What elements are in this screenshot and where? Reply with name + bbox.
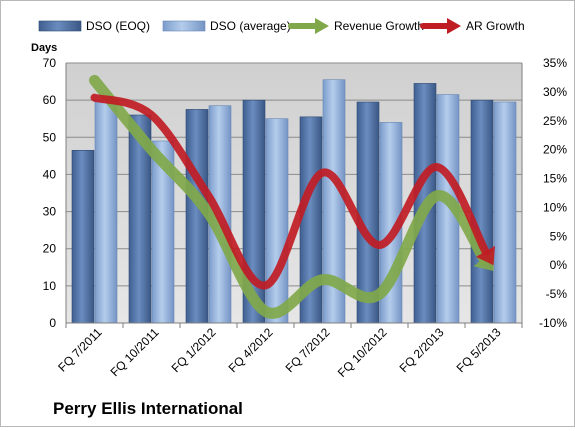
legend-dso-average-label: DSO (average) <box>210 19 291 33</box>
legend-dso-average-swatch <box>162 20 206 32</box>
x-tick-label: FQ 2/2013 <box>397 325 447 375</box>
legend-revenue-growth-arrowhead <box>315 18 329 34</box>
y-tick-label: 60 <box>43 93 57 107</box>
y-tick-label: 10 <box>43 279 57 293</box>
company-name: Perry Ellis International <box>53 399 243 418</box>
y2-tick-label: 25% <box>543 114 567 128</box>
x-tick-label: FQ 1/2012 <box>169 325 219 375</box>
y2-tick-label: 0% <box>550 258 568 272</box>
y2-tick-label: 35% <box>543 56 567 70</box>
y2-tick-label: 5% <box>550 229 568 243</box>
ar-growth-arrowhead <box>475 245 495 266</box>
legend-dso-eoq-swatch <box>38 20 82 32</box>
y2-tick-label: -5% <box>546 287 568 301</box>
revenue-growth-line <box>89 74 490 319</box>
bar-dso-eoq <box>470 99 494 324</box>
x-tick-label: FQ 4/2012 <box>226 325 276 375</box>
y2-tick-label: 30% <box>543 85 567 99</box>
y-tick-label: 30 <box>43 205 57 219</box>
bar-dso-average <box>493 101 517 324</box>
x-tick-label: FQ 7/2012 <box>283 325 333 375</box>
legend-ar-growth-arrowhead <box>447 18 461 34</box>
legend-ar-growth-label: AR Growth <box>466 19 525 33</box>
bar-dso-eoq <box>71 149 95 324</box>
x-tick-label: FQ 5/2013 <box>454 325 504 375</box>
y-tick-label: 0 <box>49 316 56 330</box>
x-tick-label: FQ 10/2011 <box>108 325 162 379</box>
y2-tick-label: -10% <box>539 316 567 330</box>
y-tick-label: 40 <box>43 167 57 181</box>
bar-dso-average <box>94 99 118 324</box>
growth-lines <box>89 74 495 319</box>
y-tick-label: 20 <box>43 242 57 256</box>
legend: DSO (EOQ) DSO (average) Revenue Growth AR G… <box>38 18 525 34</box>
y2-tick-label: 15% <box>543 172 567 186</box>
y-axis-label: Days <box>31 42 57 54</box>
y2-tick-label: 10% <box>543 200 567 214</box>
x-tick-label: FQ 10/2012 <box>335 325 390 380</box>
y-tick-label: 70 <box>43 56 57 70</box>
bar-dso-average <box>265 118 289 324</box>
legend-revenue-growth-label: Revenue Growth <box>334 19 424 33</box>
ar-growth-line <box>90 93 490 290</box>
legend-dso-eoq-label: DSO (EOQ) <box>86 19 150 33</box>
y2-tick-label: 20% <box>543 143 567 157</box>
y-tick-label: 50 <box>43 130 57 144</box>
x-tick-label: FQ 7/2011 <box>55 325 105 375</box>
